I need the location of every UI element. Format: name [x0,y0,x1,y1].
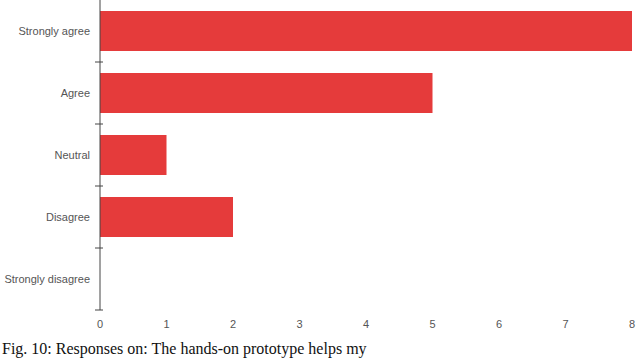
category-separator [95,248,103,249]
category-label: Strongly disagree [4,273,90,285]
category-label: Disagree [46,211,90,223]
x-tick-label: 0 [97,318,103,330]
bar [100,197,233,237]
category-separator [95,62,103,63]
category-label: Strongly agree [18,25,90,37]
bar [100,11,632,51]
x-tick-label: 2 [230,318,236,330]
y-axis-line [100,0,101,310]
category-separator [95,124,103,125]
x-tick-label: 7 [562,318,568,330]
x-tick-label: 6 [496,318,502,330]
chart: Strongly agree Agree Neutral Disagree Strong… [0,0,640,363]
category-label: Neutral [55,149,90,161]
bars [100,11,632,237]
caption: Fig. 10: Responses on: The hands-on prot… [2,340,367,358]
x-tick-label: 3 [296,318,302,330]
category-separator [95,186,103,187]
bar [100,135,167,175]
bar [100,73,433,113]
category-separator [95,310,103,311]
x-tick-label: 5 [429,318,435,330]
x-tick-label: 4 [363,318,369,330]
x-tick-label: 8 [629,318,635,330]
x-tick-label: 1 [163,318,169,330]
category-label: Agree [61,87,90,99]
